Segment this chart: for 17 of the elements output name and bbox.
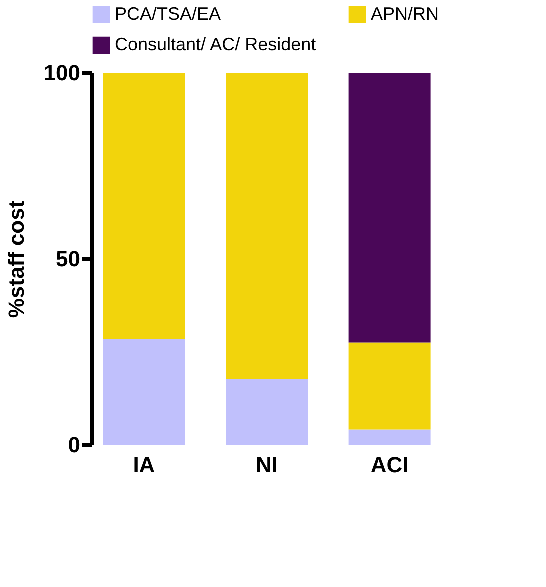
x-tick-label: ACI xyxy=(370,452,409,478)
y-tick-label: 0 xyxy=(68,432,80,458)
legend-label: PCA/TSA/EA xyxy=(115,4,222,24)
bar xyxy=(103,338,186,445)
bar xyxy=(348,342,431,430)
bar xyxy=(103,73,186,339)
bar xyxy=(226,379,308,445)
legend-label: Consultant/ AC/ Resident xyxy=(115,34,316,54)
bar xyxy=(226,73,308,380)
y-axis-title: %staff cost xyxy=(4,200,29,318)
x-tick-label: IA xyxy=(133,452,156,478)
y-tick-label: 100 xyxy=(44,60,80,86)
legend-label: APN/RN xyxy=(371,4,440,24)
y-tick-label: 50 xyxy=(56,246,80,272)
x-tick-label: NI xyxy=(256,452,278,478)
bar xyxy=(348,430,431,445)
bar xyxy=(348,73,431,343)
